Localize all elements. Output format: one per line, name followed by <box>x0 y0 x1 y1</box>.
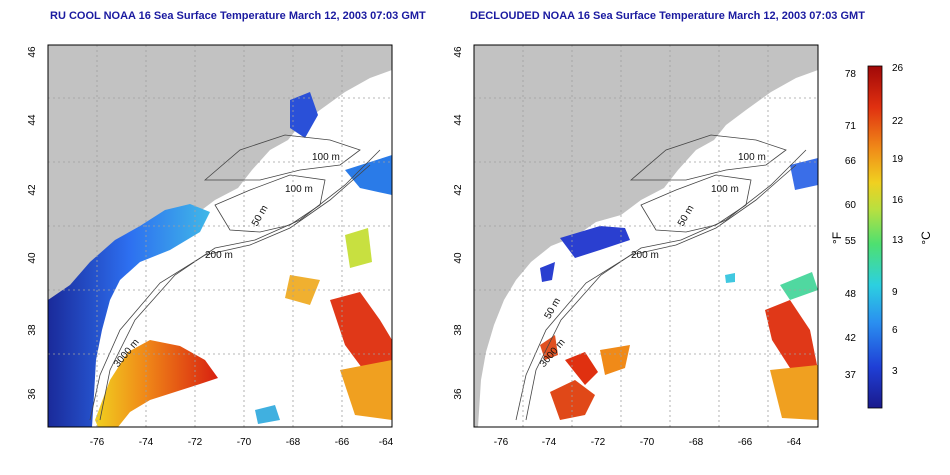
c-tick-label: 3 <box>892 366 898 377</box>
f-tick-label: 71 <box>845 121 857 132</box>
y-tick-label: 40 <box>453 252 464 264</box>
f-tick-label: 37 <box>845 370 857 381</box>
y-tick-label: 38 <box>453 324 464 336</box>
land-mass <box>474 45 818 427</box>
f-tick-label: 48 <box>845 289 857 300</box>
y-tick-label: 36 <box>27 388 38 400</box>
x-tick-label: -76 <box>90 437 105 448</box>
warm-water-patch <box>330 292 392 380</box>
bathymetry-contours <box>89 134 381 421</box>
y-tick-label: 42 <box>453 184 464 196</box>
x-tick-label: -76 <box>494 437 509 448</box>
c-tick-label: 13 <box>892 235 904 246</box>
fahrenheit-unit-label: °F <box>830 232 844 244</box>
x-tick-label: -72 <box>188 437 203 448</box>
contour-label: 100 m <box>285 184 313 195</box>
celsius-unit-label: °C <box>919 231 933 245</box>
x-tick-label: -74 <box>542 437 557 448</box>
c-tick-label: 26 <box>892 63 904 74</box>
cool-water-patch <box>725 273 735 283</box>
left-y-axis: 36 38 40 42 44 46 <box>27 46 38 400</box>
c-tick-label: 22 <box>892 116 904 127</box>
x-tick-label: -74 <box>139 437 154 448</box>
contour-label: 100 m <box>711 184 739 195</box>
contour-label: 100 m <box>738 152 766 163</box>
f-tick-label: 66 <box>845 156 857 167</box>
colorbar-scale <box>867 65 883 409</box>
celsius-ticks: 26 22 19 16 13 9 6 3 <box>892 63 904 377</box>
y-tick-label: 42 <box>27 184 38 196</box>
x-tick-label: -70 <box>640 437 655 448</box>
f-tick-label: 42 <box>845 333 857 344</box>
f-tick-label: 78 <box>845 69 857 80</box>
grid-lines <box>474 45 818 427</box>
y-tick-label: 38 <box>27 324 38 336</box>
cold-water-patch <box>540 262 555 282</box>
x-tick-label: -66 <box>738 437 753 448</box>
warm-water-patch <box>345 228 372 268</box>
right-y-axis: 36 38 40 42 44 46 <box>453 46 464 400</box>
grid-lines <box>48 45 392 427</box>
left-x-axis: -76 -74 -72 -70 -68 -66 -64 <box>90 437 394 448</box>
warm-water-patch <box>550 380 595 420</box>
cold-water-patch <box>560 226 630 258</box>
contour-label: 200 m <box>205 250 233 261</box>
left-map-frame <box>47 44 393 428</box>
x-tick-label: -64 <box>379 437 394 448</box>
left-map-title: RU COOL NOAA 16 Sea Surface Temperature … <box>50 10 426 22</box>
y-tick-label: 36 <box>453 388 464 400</box>
right-x-axis: -76 -74 -72 -70 -68 -66 -64 <box>494 437 802 448</box>
land-mass <box>48 45 392 427</box>
c-tick-label: 19 <box>892 154 904 165</box>
left-map: 100 m 100 m 50 m 200 m 3000 m <box>48 45 392 427</box>
warm-water-patch <box>600 345 630 375</box>
f-tick-label: 60 <box>845 200 857 211</box>
x-tick-label: -68 <box>689 437 704 448</box>
fahrenheit-ticks: 78 71 66 60 55 48 42 37 <box>845 69 857 381</box>
warm-water-patch <box>565 352 598 385</box>
y-tick-label: 46 <box>453 46 464 58</box>
x-tick-label: -66 <box>335 437 350 448</box>
gulf-stream-warm-water <box>95 340 218 427</box>
x-tick-label: -70 <box>237 437 252 448</box>
right-map: 100 m 100 m 50 m 200 m 50 m 3000 m <box>474 45 818 427</box>
right-map-frame <box>473 44 819 428</box>
cold-water-patch <box>255 405 280 424</box>
mixed-water-patch <box>285 275 320 305</box>
temperature-colorbar: 78 71 66 60 55 48 42 37 26 22 19 16 13 9… <box>830 63 933 409</box>
contour-label: 100 m <box>312 152 340 163</box>
warm-water-patch <box>340 360 392 420</box>
x-tick-label: -72 <box>591 437 606 448</box>
x-tick-label: -64 <box>787 437 802 448</box>
y-tick-label: 44 <box>27 114 38 126</box>
c-tick-label: 6 <box>892 325 898 336</box>
warm-water-patch <box>770 365 818 420</box>
cold-coastal-water <box>48 204 210 427</box>
c-tick-label: 9 <box>892 287 898 298</box>
f-tick-label: 55 <box>845 236 857 247</box>
contour-label: 200 m <box>631 250 659 261</box>
cool-water-patch <box>780 272 818 300</box>
right-map-title: DECLOUDED NOAA 16 Sea Surface Temperatur… <box>470 10 865 22</box>
cold-water-patch <box>345 155 392 195</box>
y-tick-label: 40 <box>27 252 38 264</box>
cold-water-patch <box>290 92 318 138</box>
c-tick-label: 16 <box>892 195 904 206</box>
cold-water-patch <box>790 158 818 190</box>
y-tick-label: 46 <box>27 46 38 58</box>
x-tick-label: -68 <box>286 437 301 448</box>
bathymetry-contours <box>515 134 807 421</box>
y-tick-label: 44 <box>453 114 464 126</box>
warm-water-patch <box>765 300 818 370</box>
